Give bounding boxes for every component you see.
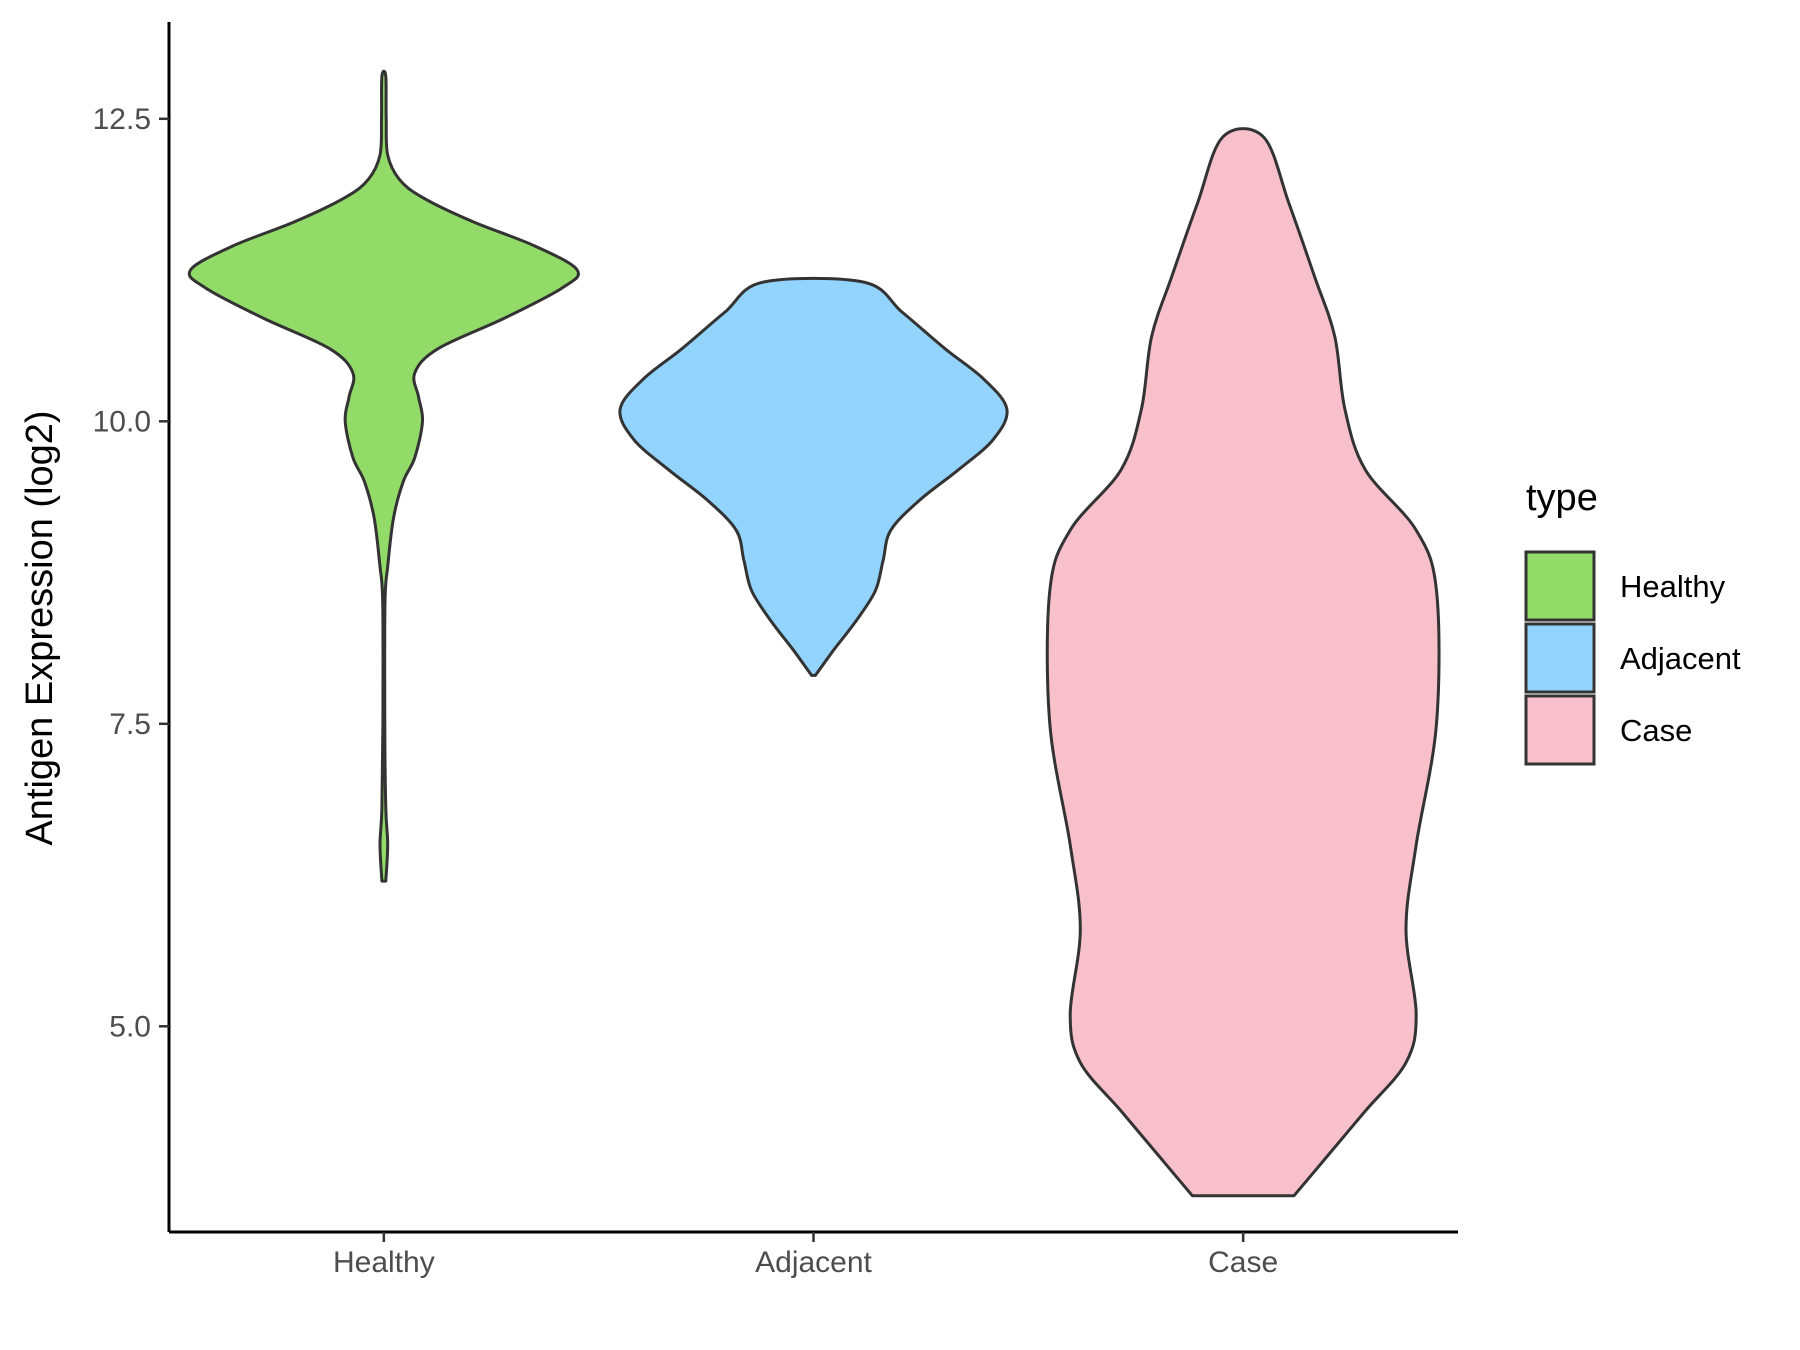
legend: type Healthy Adjacent Case bbox=[1524, 477, 1741, 766]
legend-label-adjacent: Adjacent bbox=[1620, 641, 1741, 676]
y-tick-label: 5.0 bbox=[109, 1010, 151, 1043]
legend-key-case bbox=[1524, 694, 1596, 766]
legend-key-adjacent bbox=[1524, 622, 1596, 694]
violins-layer bbox=[187, 69, 1441, 1198]
y-tick-label: 7.5 bbox=[109, 708, 151, 741]
x-tick-label-healthy: Healthy bbox=[333, 1246, 435, 1279]
violin-case bbox=[1045, 127, 1441, 1198]
x-tick-label-adjacent: Adjacent bbox=[755, 1246, 872, 1279]
y-tick-label: 10.0 bbox=[93, 405, 151, 438]
x-axis-ticks: Healthy Adjacent Case bbox=[333, 1232, 1278, 1279]
y-tick-label: 12.5 bbox=[93, 103, 151, 136]
legend-title: type bbox=[1526, 477, 1598, 519]
y-axis-ticks: 5.0 7.5 10.0 12.5 bbox=[93, 103, 169, 1043]
x-tick-label-case: Case bbox=[1208, 1246, 1278, 1279]
violin-healthy bbox=[187, 69, 580, 883]
legend-label-healthy: Healthy bbox=[1620, 569, 1726, 604]
y-axis-title: Antigen Expression (log2) bbox=[19, 410, 61, 845]
legend-key-healthy bbox=[1524, 550, 1596, 622]
legend-label-case: Case bbox=[1620, 713, 1692, 748]
violin-adjacent bbox=[618, 276, 1009, 677]
